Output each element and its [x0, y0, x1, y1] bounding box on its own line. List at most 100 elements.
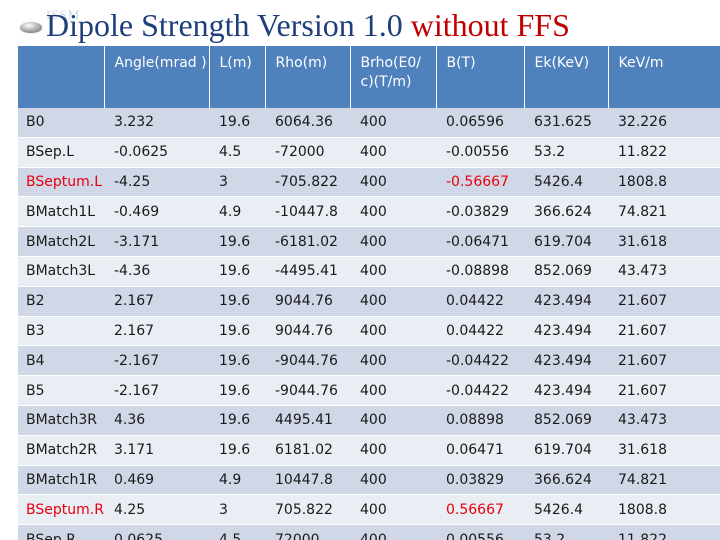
table-cell: 0.04422 — [436, 316, 524, 347]
table-cell: 21.607 — [608, 345, 720, 377]
table-row: B3 2.167 19.6 9044.76 400 0.04422 423.494 21.60… — [18, 316, 720, 347]
table-row: BSeptum.R 4.25 3 705.822 400 0.56667 5426.4 180… — [18, 494, 720, 526]
table-cell: 19.6 — [209, 108, 265, 138]
magnet-name-cell: BSeptum.R — [18, 494, 104, 526]
table-cell: 53.2 — [524, 524, 608, 540]
table-cell: 10447.8 — [265, 465, 350, 496]
magnet-name-cell: BMatch3L — [18, 256, 104, 287]
magnet-name-cell: B2 — [18, 286, 104, 317]
table-cell: -2.167 — [104, 375, 209, 406]
table-cell: 19.6 — [209, 316, 265, 347]
table-cell: -0.00556 — [436, 137, 524, 168]
table-cell: 400 — [350, 345, 436, 377]
table-cell: 19.6 — [209, 256, 265, 287]
table-body: B0 3.232 19.6 6064.36 400 0.06596 631.625 32.22… — [18, 108, 720, 540]
table-row: B0 3.232 19.6 6064.36 400 0.06596 631.625 32.22… — [18, 108, 720, 138]
table-cell: -0.56667 — [436, 167, 524, 198]
table-cell: 9044.76 — [265, 316, 350, 347]
header-cell: B(T) — [436, 46, 525, 108]
table-cell: 6064.36 — [265, 108, 350, 138]
header-cell: L(m) — [209, 46, 266, 108]
table-cell: 400 — [350, 226, 436, 257]
table-cell: 423.494 — [524, 375, 608, 406]
table-cell: -6181.02 — [265, 226, 350, 257]
magnet-name-cell: BMatch2L — [18, 226, 104, 257]
table-cell: 2.167 — [104, 286, 209, 317]
table-cell: -0.469 — [104, 196, 209, 228]
table-cell: 74.821 — [608, 196, 720, 228]
table-cell: 19.6 — [209, 226, 265, 257]
header-cell-blank — [18, 46, 105, 108]
table-cell: 1808.8 — [608, 167, 720, 198]
table-cell: 19.6 — [209, 435, 265, 466]
magnet-name-cell: B0 — [18, 108, 104, 138]
table-cell: -9044.76 — [265, 345, 350, 377]
table-cell: 31.618 — [608, 435, 720, 466]
table-cell: -0.08898 — [436, 256, 524, 287]
table-cell: 0.06471 — [436, 435, 524, 466]
slide-title: Dipole Strength Version 1.0 without FFS — [46, 6, 570, 44]
table-row: BMatch1R 0.469 4.9 10447.8 400 0.03829 366.624… — [18, 465, 720, 496]
watermark-text: ISSM — [46, 7, 81, 22]
table-cell: 0.0625 — [104, 524, 209, 540]
table-cell: -0.04422 — [436, 375, 524, 406]
table-cell: 4.9 — [209, 196, 265, 228]
table-header: Angle(mrad ) L(m) Rho(m) Brho(E0/ c)(T/m) B(… — [18, 46, 720, 108]
table-cell: 0.04422 — [436, 286, 524, 317]
table-cell: 6181.02 — [265, 435, 350, 466]
table-row: BSep.R 0.0625 4.5 72000 400 0.00556 53.2 11.822 — [18, 524, 720, 540]
table-cell: 72000 — [265, 524, 350, 540]
table-cell: 4.9 — [209, 465, 265, 496]
table-cell: 19.6 — [209, 345, 265, 377]
magnet-name-cell: BMatch1L — [18, 196, 104, 228]
table-cell: 4.5 — [209, 137, 265, 168]
table-cell: 1808.8 — [608, 494, 720, 526]
table-cell: 0.03829 — [436, 465, 524, 496]
table-cell: 3 — [209, 494, 265, 526]
table-cell: -2.167 — [104, 345, 209, 377]
title-bar: ISSM Dipole Strength Version 1.0 without… — [0, 0, 720, 50]
table-cell: -3.171 — [104, 226, 209, 257]
table-cell: 2.167 — [104, 316, 209, 347]
magnet-name-cell: B3 — [18, 316, 104, 347]
table-row: BMatch1L -0.469 4.9 -10447.8 400 -0.03829 366.… — [18, 196, 720, 228]
table-cell: -9044.76 — [265, 375, 350, 406]
table-cell: -4495.41 — [265, 256, 350, 287]
table-cell: 400 — [350, 435, 436, 466]
table-row: B2 2.167 19.6 9044.76 400 0.04422 423.494 21.60… — [18, 286, 720, 317]
header-cell: Rho(m) — [265, 46, 351, 108]
table-cell: -0.04422 — [436, 345, 524, 377]
table-cell: 400 — [350, 405, 436, 436]
header-cell: Angle(mrad ) — [104, 46, 210, 108]
table-cell: 400 — [350, 524, 436, 540]
title-accent: without FFS — [410, 7, 570, 43]
table-cell: 0.06596 — [436, 108, 524, 138]
table-cell: 705.822 — [265, 494, 350, 526]
table-cell: 366.624 — [524, 465, 608, 496]
table-cell: 9044.76 — [265, 286, 350, 317]
table-cell: 852.069 — [524, 405, 608, 436]
table-cell: -0.06471 — [436, 226, 524, 257]
magnet-name-cell: BSeptum.L — [18, 167, 104, 198]
table-cell: 0.00556 — [436, 524, 524, 540]
table-cell: 400 — [350, 137, 436, 168]
table-cell: 619.704 — [524, 226, 608, 257]
table-cell: 631.625 — [524, 108, 608, 138]
title-main: Dipole Strength Version 1.0 — [46, 7, 411, 43]
table-cell: 400 — [350, 196, 436, 228]
dipole-table-container: Angle(mrad ) L(m) Rho(m) Brho(E0/ c)(T/m) B(… — [18, 46, 720, 540]
table-cell: 19.6 — [209, 405, 265, 436]
table-cell: 400 — [350, 108, 436, 138]
table-cell: -4.36 — [104, 256, 209, 287]
magnet-name-cell: B5 — [18, 375, 104, 406]
table-cell: 400 — [350, 316, 436, 347]
table-cell: 11.822 — [608, 137, 720, 168]
table-row: B5 -2.167 19.6 -9044.76 400 -0.04422 423.494 21… — [18, 375, 720, 406]
magnet-name-cell: BSep.R — [18, 524, 104, 540]
table-cell: 43.473 — [608, 405, 720, 436]
table-cell: 423.494 — [524, 316, 608, 347]
table-cell: 400 — [350, 494, 436, 526]
table-cell: 400 — [350, 167, 436, 198]
magnet-name-cell: BMatch2R — [18, 435, 104, 466]
table-row: BSep.L -0.0625 4.5 -72000 400 -0.00556 53.2 11.… — [18, 137, 720, 168]
